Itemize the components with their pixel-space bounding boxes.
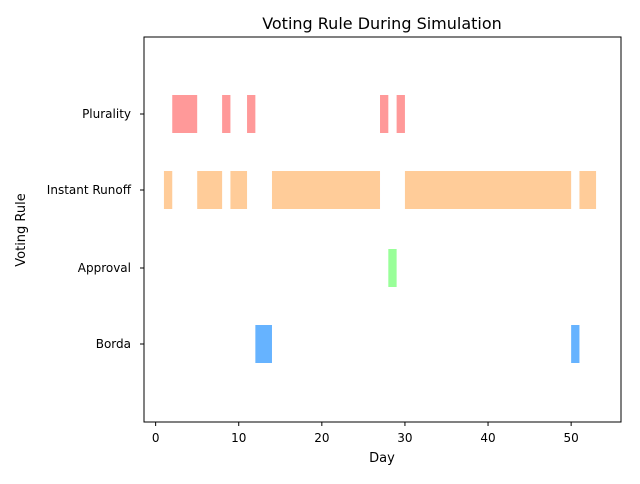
bar-plurality-3 [380, 95, 389, 133]
x-tick-label: 20 [314, 431, 329, 445]
bar-instant-runoff-4 [404, 171, 572, 209]
bars-group [163, 95, 597, 363]
x-tick-label: 0 [152, 431, 160, 445]
y-tick-label: Plurality [82, 107, 131, 121]
bar-instant-runoff-3 [271, 171, 381, 209]
chart-title: Voting Rule During Simulation [262, 14, 502, 33]
y-tick-label: Instant Runoff [47, 183, 132, 197]
y-tick-label: Borda [96, 337, 131, 351]
bar-instant-runoff-0 [163, 171, 173, 209]
bar-plurality-0 [172, 95, 198, 133]
y-axis: Plurality Instant Runoff Approval Borda [47, 107, 144, 351]
bar-approval-0 [388, 249, 397, 287]
bar-instant-runoff-2 [230, 171, 248, 209]
x-tick-label: 10 [231, 431, 246, 445]
bar-plurality-4 [396, 95, 405, 133]
y-tick-label: Approval [78, 261, 131, 275]
bar-instant-runoff-1 [197, 171, 223, 209]
x-axis-label: Day [369, 451, 395, 466]
x-axis: 0 10 20 30 40 50 [152, 422, 579, 445]
bar-plurality-2 [247, 95, 256, 133]
plot-frame [143, 36, 622, 423]
bar-borda-0 [255, 325, 272, 363]
bar-plurality-1 [222, 95, 231, 133]
x-tick-label: 50 [563, 431, 578, 445]
bar-instant-runoff-5 [579, 171, 597, 209]
x-tick-label: 30 [397, 431, 412, 445]
bar-borda-1 [571, 325, 580, 363]
x-tick-label: 40 [480, 431, 495, 445]
y-axis-label: Voting Rule [14, 193, 29, 266]
